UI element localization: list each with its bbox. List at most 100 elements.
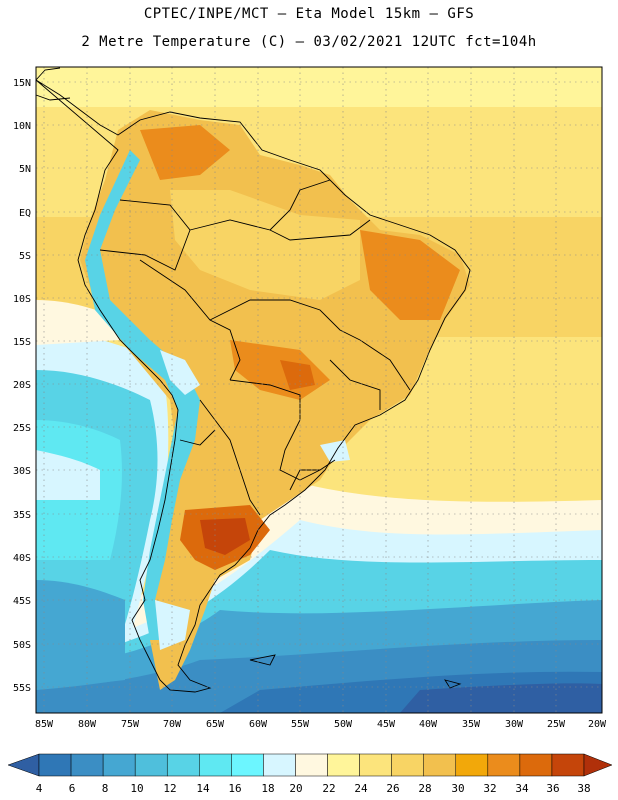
- lat-label: 25S: [13, 423, 31, 434]
- latitude-axis: 15N 10N 5N EQ 5S 10S 15S 20S 25S 30S 35S…: [13, 78, 31, 694]
- continent-field: [170, 190, 360, 300]
- lat-label: 50S: [13, 640, 31, 651]
- colorbar-label: 12: [163, 782, 177, 795]
- colorbar-label: 18: [261, 782, 275, 795]
- lat-label: 30S: [13, 466, 31, 477]
- colorbar-segment: [423, 753, 457, 777]
- lon-label: 45W: [377, 719, 396, 730]
- border-line: [179, 429, 216, 446]
- graticule: [36, 67, 602, 713]
- border-line: [359, 339, 411, 391]
- colorbar-label: 8: [101, 782, 109, 795]
- colorbar-segment: [134, 753, 168, 777]
- field-band: [400, 683, 602, 713]
- lat-label: 40S: [13, 553, 31, 564]
- island-outline: [444, 679, 462, 689]
- island-outline: [249, 654, 276, 666]
- continent-outline: [35, 79, 471, 693]
- continent-field: [360, 230, 460, 320]
- lat-label: 35S: [13, 510, 31, 521]
- lat-label: 55S: [13, 683, 31, 694]
- lat-label: 15N: [13, 78, 31, 89]
- field-band: [36, 580, 125, 690]
- border-line: [209, 299, 361, 341]
- lon-label: 75W: [121, 719, 140, 730]
- lon-label: 60W: [249, 719, 268, 730]
- colorbar-arrow-low: [7, 753, 40, 777]
- field-band: [36, 450, 100, 500]
- lon-label: 30W: [505, 719, 524, 730]
- lon-label: 70W: [163, 719, 182, 730]
- colorbar-segment: [359, 753, 392, 777]
- map-subtitle: 2 Metre Temperature (C) – 03/02/2021 12U…: [81, 34, 537, 50]
- colorbar-label: 34: [515, 782, 529, 795]
- lat-label: 5N: [19, 164, 31, 175]
- lat-label: 5S: [19, 251, 31, 262]
- lon-label: 85W: [35, 719, 54, 730]
- border-line: [269, 179, 331, 231]
- coastlines: [35, 67, 471, 693]
- lat-label: EQ: [19, 208, 31, 219]
- andes-cold: [155, 600, 190, 650]
- colorbar-segment: [327, 753, 360, 777]
- colorbar-segment: [263, 753, 296, 777]
- colorbar-label: 10: [130, 782, 144, 795]
- continent-field: [140, 125, 230, 180]
- lat-label: 20S: [13, 380, 31, 391]
- lon-label: 50W: [334, 719, 353, 730]
- continent-field: [200, 518, 250, 555]
- colorbar-segment: [166, 753, 200, 777]
- lon-label: 65W: [206, 719, 225, 730]
- central-america-outline: [35, 67, 71, 101]
- map-frame: [35, 66, 603, 714]
- border-line: [329, 359, 381, 410]
- lon-label: 80W: [78, 719, 97, 730]
- colorbar-label: 4: [35, 782, 43, 795]
- colorbar-label: 30: [451, 782, 465, 795]
- colorbar-label: 6: [68, 782, 76, 795]
- colorbar-label: 16: [228, 782, 242, 795]
- colorbar-label: 22: [322, 782, 336, 795]
- map-title: CPTEC/INPE/MCT – Eta Model 15km – GFS: [143, 6, 475, 22]
- colorbar-segment: [391, 753, 424, 777]
- colorbar-segment: [231, 753, 264, 777]
- border-line: [229, 379, 321, 481]
- colorbar-segment: [199, 753, 232, 777]
- colorbar-segment: [70, 753, 104, 777]
- lon-label: 40W: [419, 719, 438, 730]
- colorbar-segment: [295, 753, 328, 777]
- longitude-axis: 85W 80W 75W 70W 65W 60W 55W 50W 45W 40W …: [35, 719, 607, 730]
- lon-label: 35W: [462, 719, 481, 730]
- lat-label: 10N: [13, 121, 31, 132]
- colorbar-label: 36: [546, 782, 560, 795]
- colorbar-label: 24: [354, 782, 368, 795]
- lon-label: 55W: [291, 719, 310, 730]
- lat-label: 15S: [13, 337, 31, 348]
- border-line: [289, 459, 336, 491]
- lon-label: 20W: [588, 719, 607, 730]
- border-line: [139, 259, 241, 381]
- colorbar-label: 28: [418, 782, 432, 795]
- field-band: [36, 67, 602, 107]
- colorbar-segment: [487, 753, 521, 777]
- colorbar-segment: [551, 753, 585, 777]
- lat-label: 10S: [13, 294, 31, 305]
- continent-field: [280, 360, 315, 390]
- colorbar-segment: [455, 753, 489, 777]
- colorbar-label: 38: [577, 782, 591, 795]
- colorbar-arrow-high: [583, 753, 613, 777]
- colorbar-label: 26: [386, 782, 400, 795]
- colorbar-label: 32: [483, 782, 497, 795]
- colorbar-segment: [519, 753, 553, 777]
- border-line: [199, 399, 261, 516]
- colorbar-segment: [38, 753, 72, 777]
- colorbar-segment: [102, 753, 136, 777]
- colorbar-label: 20: [289, 782, 303, 795]
- colorbar: [7, 753, 613, 777]
- colorbar-label: 14: [196, 782, 210, 795]
- andes-cold: [85, 150, 200, 640]
- border-line: [189, 219, 371, 241]
- border-line: [99, 199, 191, 271]
- lagoon: [320, 440, 350, 462]
